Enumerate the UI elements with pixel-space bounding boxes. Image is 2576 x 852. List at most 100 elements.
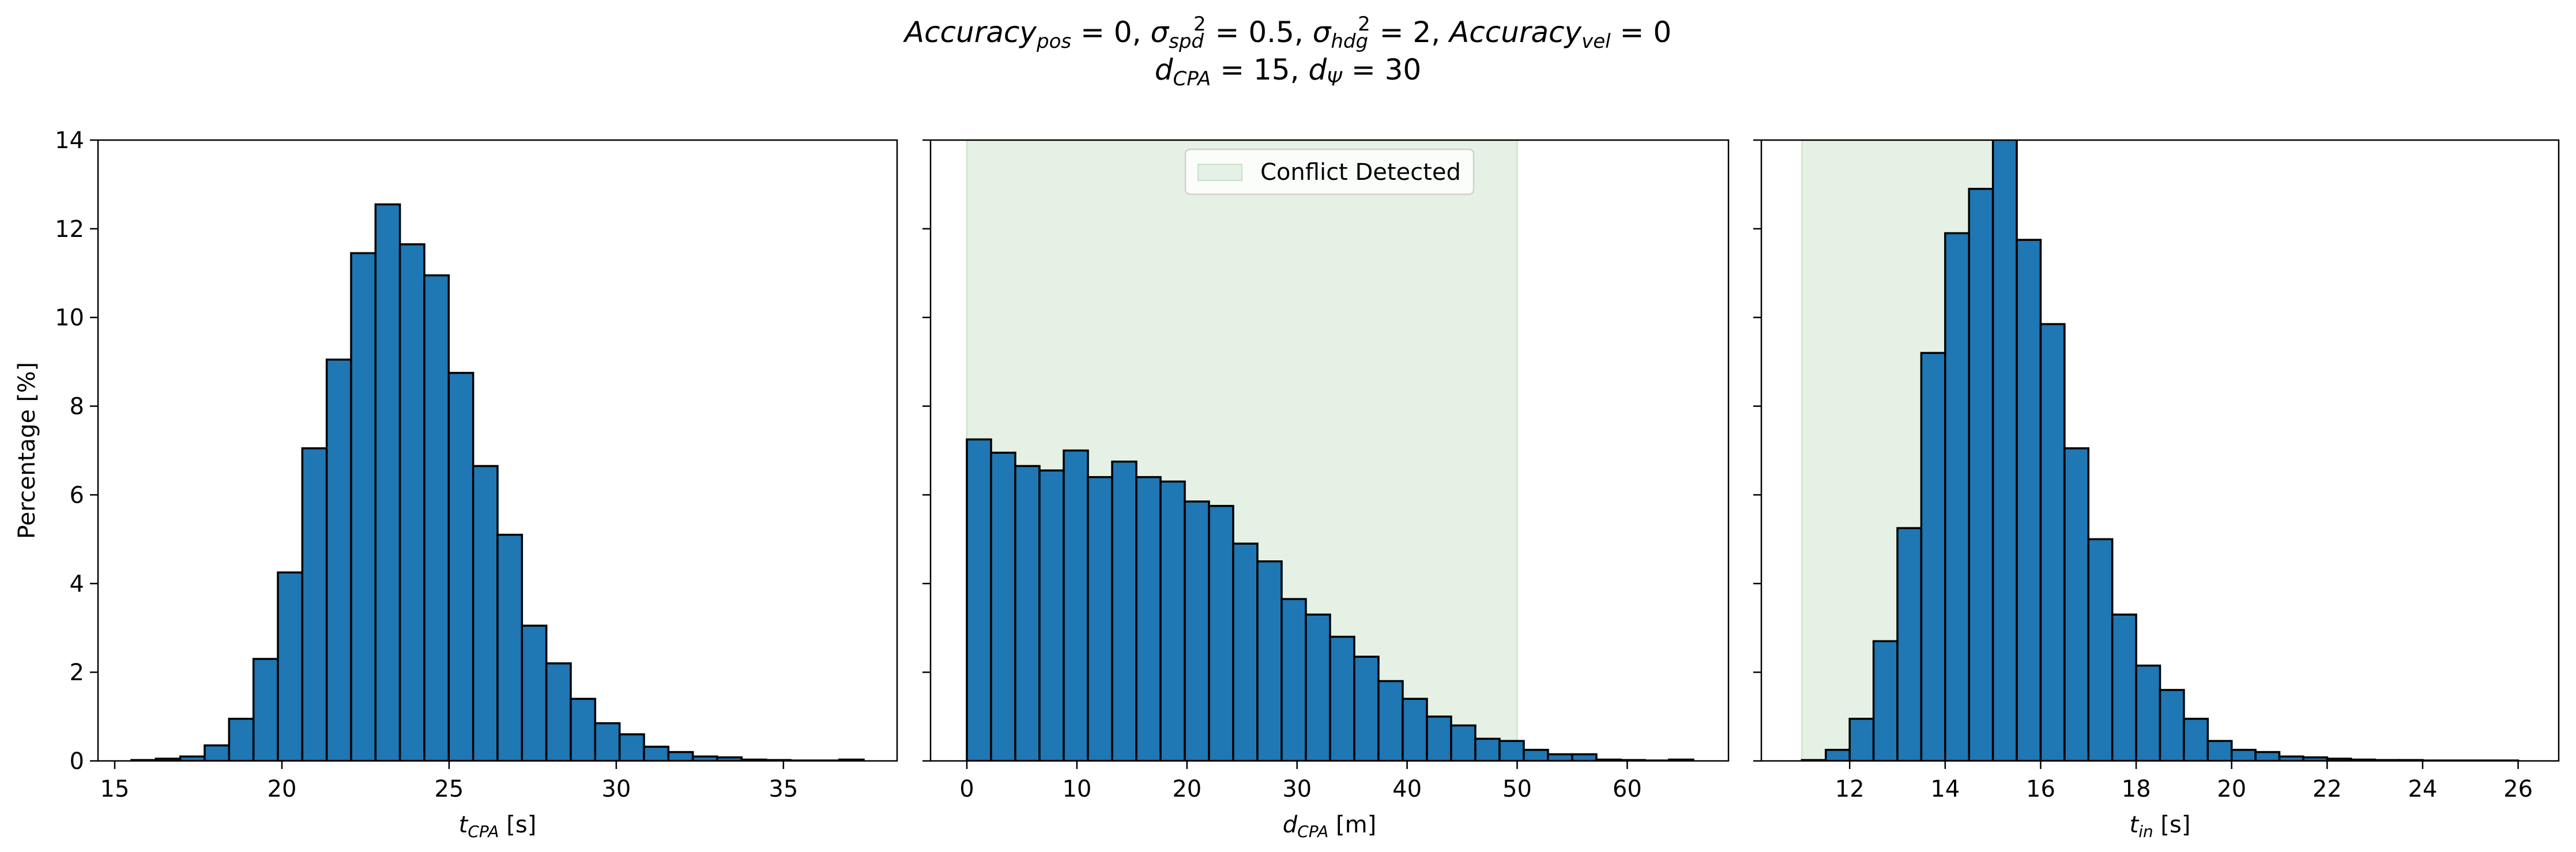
y-tick-label: 12 [55, 216, 84, 243]
histogram-bar [1377, 680, 1404, 761]
histogram-bar [1353, 655, 1380, 761]
histogram-bar [618, 733, 645, 761]
x-tick-label: 24 [2408, 776, 2438, 802]
title-subscript: spd [1169, 30, 1204, 53]
histogram-bar [1111, 460, 1138, 761]
histogram-bar [204, 744, 231, 761]
histogram-bar [1256, 560, 1283, 761]
x-tick-label: 60 [1613, 776, 1642, 802]
x-tick-label: 22 [2313, 776, 2342, 802]
x-axis-label: dCPA [m] [1283, 812, 1376, 841]
x-axis-label-symbol: t [459, 812, 469, 838]
title-term: σspd2 = 0.5, [1150, 13, 1313, 53]
histogram-bar [374, 203, 401, 761]
x-tick-label: 26 [2503, 776, 2533, 802]
legend-swatch [1197, 164, 1242, 181]
title-symbol: σ [1150, 16, 1169, 49]
title-value: = 0 [1610, 16, 1672, 49]
title-term: Accuracyvel = 0 [1449, 16, 1672, 53]
histogram-bar [2183, 718, 2209, 761]
histogram-bar [1184, 500, 1210, 761]
x-tick-label: 10 [1062, 776, 1091, 802]
histogram-bar [1305, 613, 1331, 761]
title-value: = 0.5, [1206, 16, 1313, 49]
histogram-bar [301, 447, 328, 761]
y-tick-label: 4 [70, 571, 84, 597]
title-symbol: Accuracy [904, 16, 1037, 49]
y-axis-label: Percentage [%] [14, 362, 40, 539]
x-axis-label-subscript: CPA [468, 822, 499, 841]
title-subscript: vel [1581, 30, 1611, 53]
title-term: dΨ = 30 [1308, 53, 1422, 91]
histogram-bar [570, 698, 597, 761]
x-tick-label: 35 [769, 776, 798, 802]
x-tick-label: 50 [1502, 776, 1532, 802]
histogram-bar [447, 372, 474, 761]
x-tick-label: 25 [434, 776, 464, 802]
title-symbol: d [1308, 53, 1327, 86]
histogram-bar [1038, 469, 1065, 761]
histogram-bar [1872, 640, 1899, 761]
histogram-bar [1402, 698, 1428, 761]
chart-title-line-1: Accuracypos = 0, σspd2 = 0.5, σhdg2 = 2,… [0, 13, 2576, 53]
x-axis-label-unit: [s] [2153, 812, 2191, 838]
title-superscript: 2 [1193, 13, 1206, 36]
title-term: Accuracypos = 0, [904, 16, 1151, 53]
x-axis-label-subscript: in [2138, 822, 2153, 841]
histogram-bar [1944, 232, 1970, 761]
y-tick-label: 10 [55, 305, 84, 331]
histogram-bar [398, 243, 425, 761]
histogram-bar [1920, 352, 1946, 761]
x-axis-label-symbol: d [1283, 812, 1298, 838]
x-tick-label: 20 [2217, 776, 2246, 802]
histogram-bar [2016, 239, 2042, 761]
title-term: dCPA = 15, [1154, 53, 1309, 91]
histogram-bar [1159, 480, 1186, 761]
histogram-bar [2039, 323, 2066, 761]
histogram-bar [277, 571, 304, 761]
x-tick-label: 16 [2026, 776, 2055, 802]
legend-label: Conflict Detected [1260, 159, 1461, 186]
chart-title-line-2: dCPA = 15, dΨ = 30 [0, 53, 2576, 91]
title-term: σhdg2 = 2, [1312, 13, 1449, 53]
histogram-bar [2087, 538, 2114, 761]
histogram-bar [990, 451, 1016, 761]
x-axis-label-unit: [m] [1328, 812, 1376, 838]
histogram-bar [1426, 715, 1452, 761]
histogram-bar [1329, 635, 1355, 761]
histogram-bar [1135, 476, 1162, 761]
title-value: = 2, [1370, 16, 1449, 49]
histogram-panel-3: 12 14 16 18 20 22 24 26 tin [s] [1753, 139, 2560, 841]
title-symbol: d [1154, 53, 1173, 86]
histogram-panel-2: 0 10 20 30 40 50 60 dCPA [m] Conflict Detected [922, 139, 1730, 841]
title-symbol: Accuracy [1449, 16, 1582, 49]
plot-area [130, 203, 865, 761]
x-tick-label: 30 [601, 776, 631, 802]
title-symbol: σ [1312, 16, 1331, 49]
legend-frame [1184, 148, 1475, 195]
histogram-bar [1063, 449, 1089, 761]
histogram-bar [1281, 598, 1307, 761]
histogram-bar [1087, 476, 1113, 761]
histogram-bar [423, 274, 450, 761]
histogram-bar [252, 658, 279, 761]
title-value: = 15, [1211, 53, 1309, 86]
histogram-bar [594, 722, 621, 761]
histogram-bar [325, 359, 352, 761]
x-tick-label: 40 [1392, 776, 1422, 802]
histogram-bar [472, 465, 499, 761]
x-axis-label: tCPA [s] [459, 812, 537, 841]
histogram-bar [1991, 140, 2018, 761]
legend: Conflict Detected [1184, 148, 1475, 195]
x-tick-label: 20 [268, 776, 297, 802]
histogram-bar [1232, 542, 1259, 761]
histogram-bar [1547, 753, 1573, 761]
histogram-bar [2230, 749, 2257, 761]
title-value: = 30 [1342, 53, 1422, 86]
histogram-bar [1474, 737, 1501, 761]
x-tick-label: 14 [1930, 776, 1960, 802]
histogram-bar [2063, 447, 2090, 761]
plot-area [1801, 140, 2519, 761]
histogram-bar [1523, 749, 1549, 761]
